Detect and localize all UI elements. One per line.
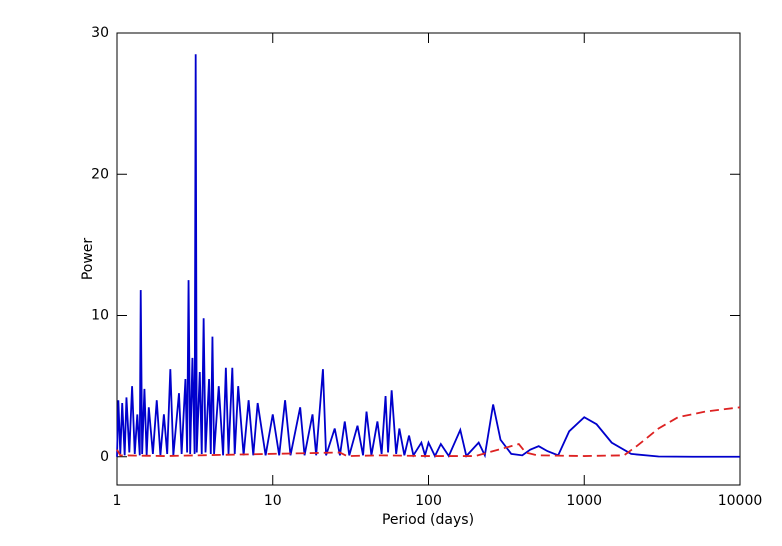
y-tick-label: 30: [91, 25, 109, 41]
x-tick-label: 10000: [718, 493, 763, 509]
y-tick-label: 20: [91, 166, 109, 182]
y-axis-label: Power: [80, 238, 96, 281]
series-line: [116, 54, 740, 459]
x-tick-label: 1: [113, 493, 122, 509]
series-line: [116, 406, 741, 457]
x-tick-label: 1000: [566, 493, 602, 509]
y-tick-label: 10: [91, 308, 109, 324]
x-axis-label: Period (days): [382, 512, 474, 528]
y-tick-label: 0: [100, 449, 109, 465]
x-tick-label: 100: [415, 493, 442, 509]
x-tick-label: 10: [264, 493, 282, 509]
